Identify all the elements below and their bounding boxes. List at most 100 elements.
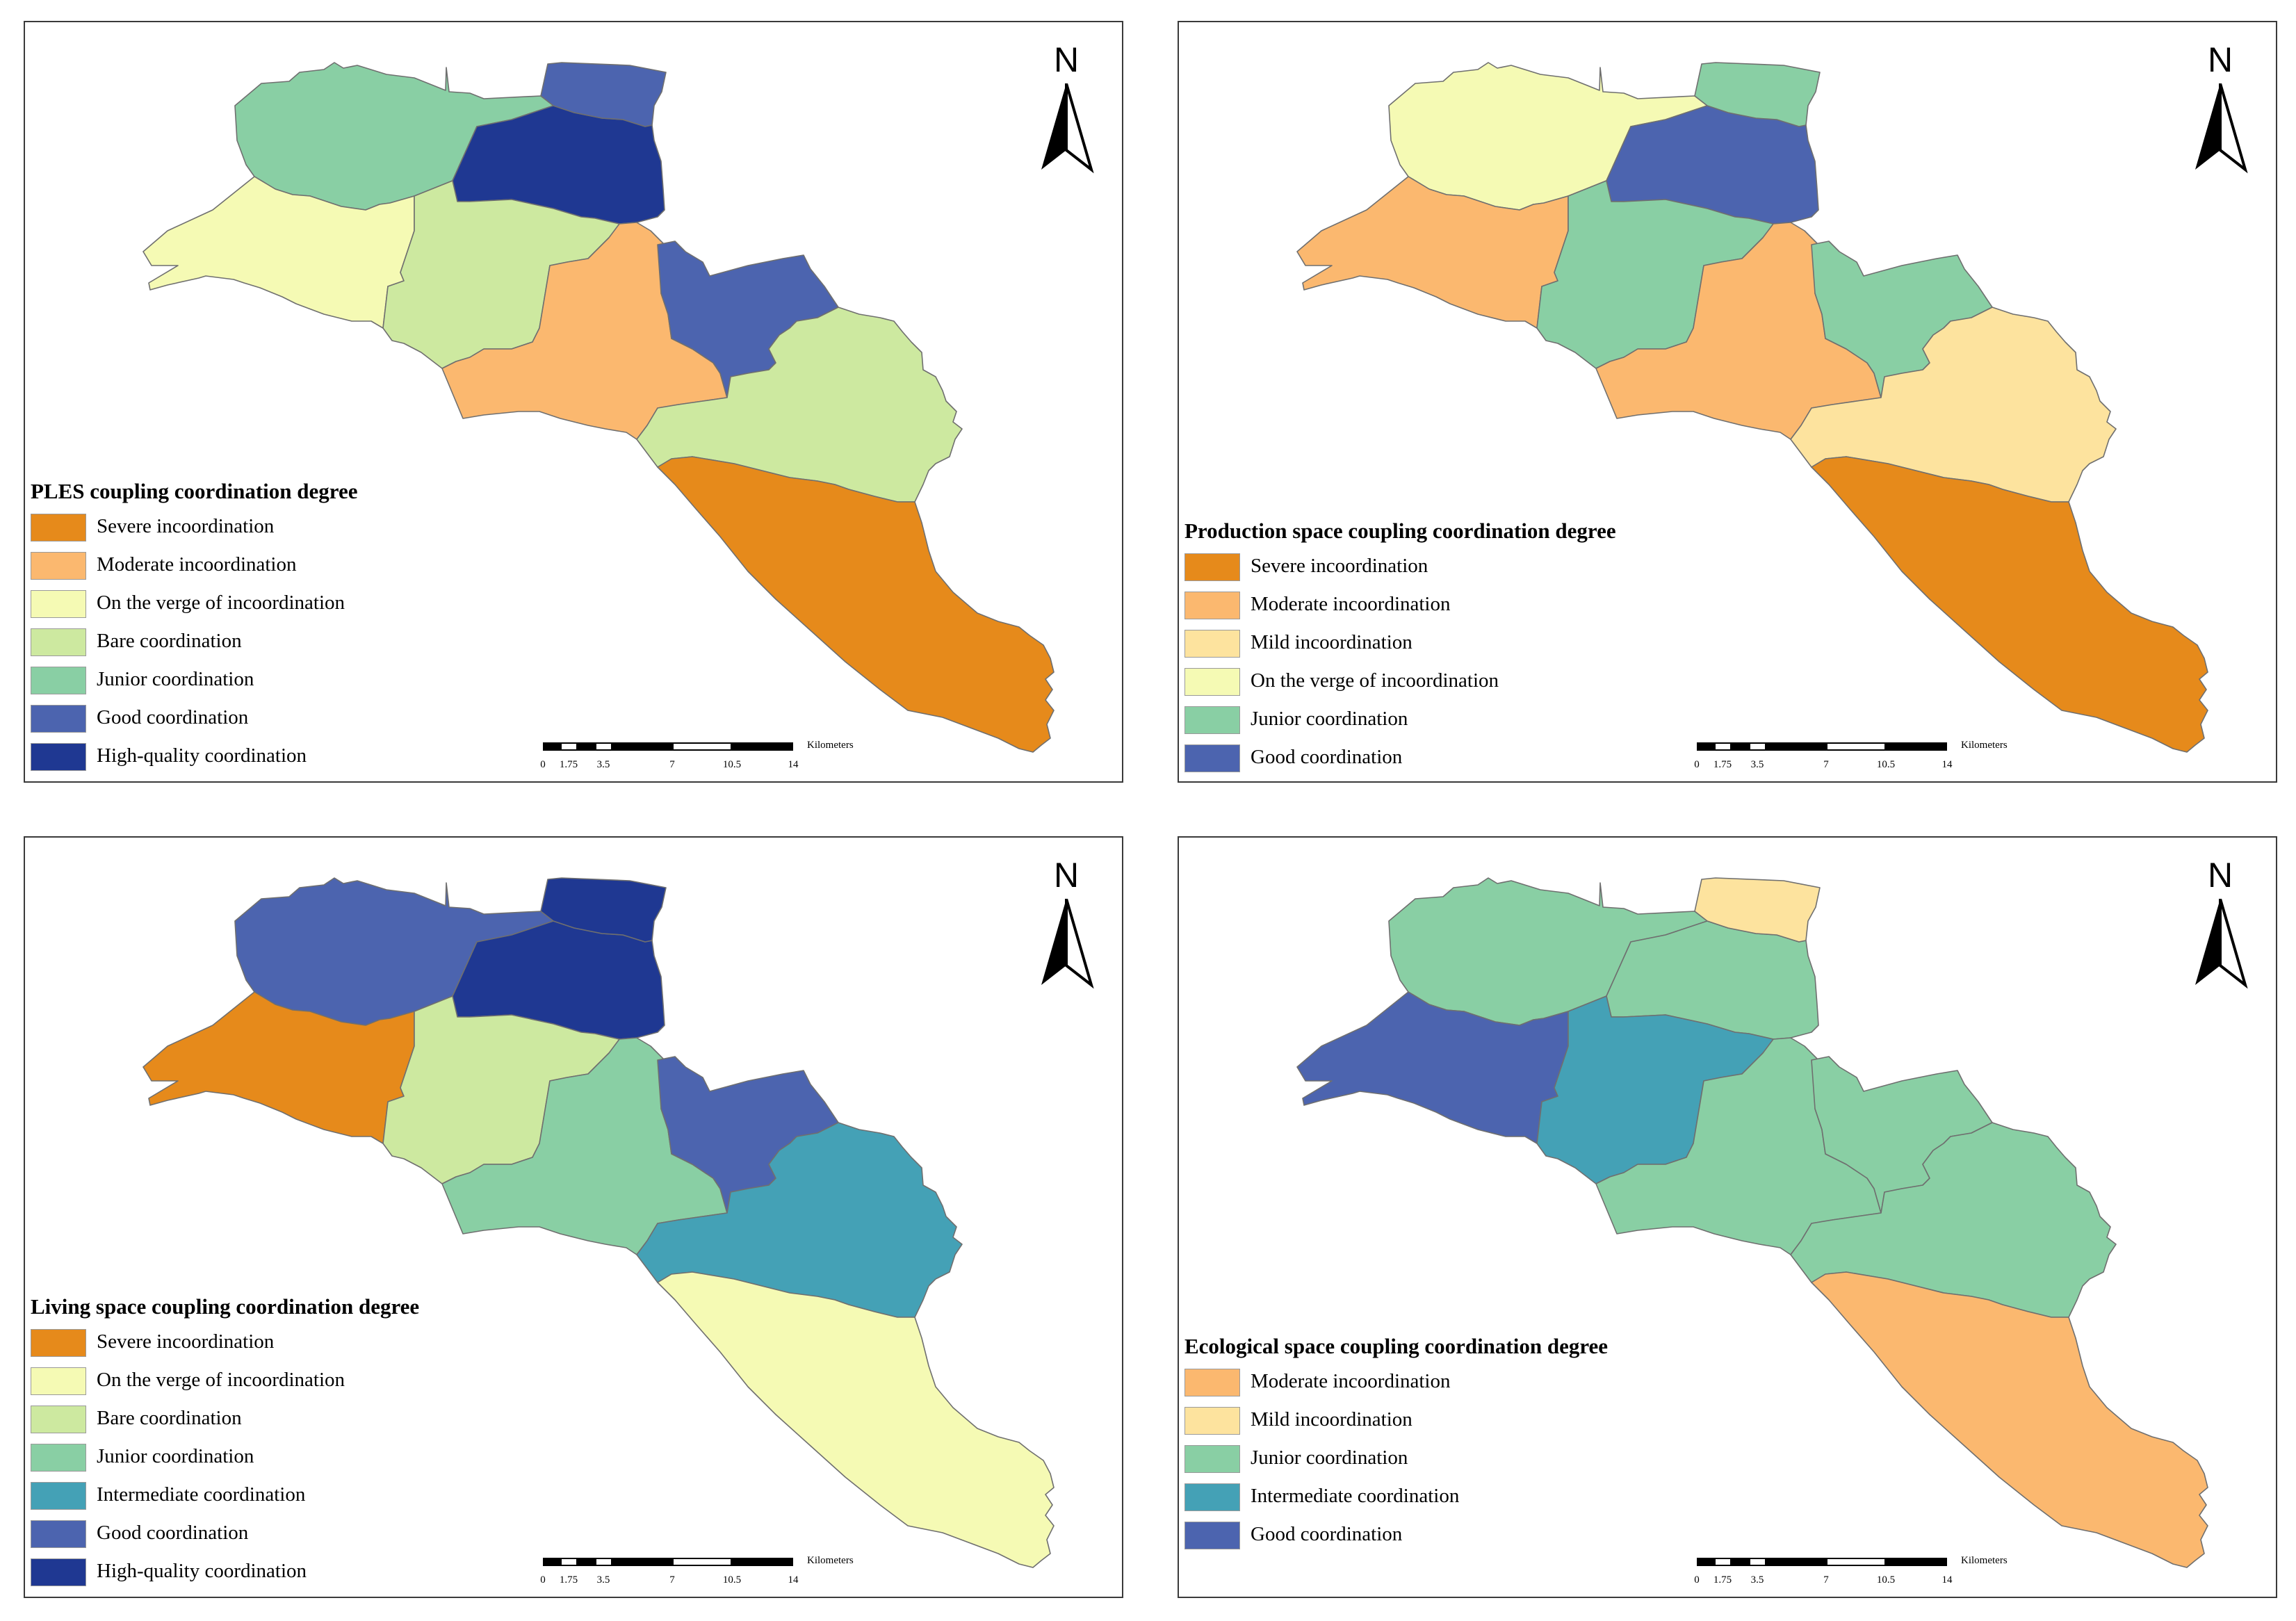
scale-tick-label: 3.5 (1750, 1574, 1764, 1586)
region-south-east (1811, 1271, 2208, 1568)
legend-label: Good coordination (97, 1522, 249, 1544)
legend-swatch (31, 705, 86, 733)
scale-bar-segment (1749, 742, 1766, 751)
scale-tick-label: 3.5 (596, 759, 610, 770)
legend-item: Moderate incoordination (1184, 583, 1616, 621)
scale-bar-segment (1826, 742, 1886, 751)
scale-unit-label: Kilometers (807, 1555, 854, 1566)
legend-item: Severe incoordination (1184, 545, 1616, 583)
scale-tick-label: 14 (788, 759, 799, 770)
legend-swatch (31, 1482, 86, 1510)
legend-item: Good coordination (31, 1512, 419, 1550)
scale-tick-label: 7 (1823, 1574, 1829, 1586)
north-label: N (2207, 40, 2233, 79)
legend-swatch (31, 552, 86, 580)
legend-swatch (1184, 706, 1240, 734)
legend-item: Bare coordination (31, 620, 358, 658)
scale-tick-label: 0 (1694, 1574, 1700, 1586)
legend-label: Severe incoordination (1251, 555, 1428, 577)
region-south-east (657, 1271, 1055, 1568)
map-panel-ples: N PLES coupling coordination degree Severe… (24, 21, 1123, 783)
legend-item: On the verge of incoordination (1184, 660, 1616, 698)
legend-swatch (31, 1329, 86, 1357)
scale-bar-segment (543, 1558, 560, 1566)
legend-label: Severe incoordination (97, 1330, 275, 1353)
legend-label: On the verge of incoordination (1251, 669, 1499, 692)
scale-tick-label: 7 (669, 1574, 675, 1586)
scale-tick-label: 10.5 (722, 1574, 742, 1586)
scale-tick-label: 7 (669, 759, 675, 770)
scale-tick-label: 14 (788, 1574, 799, 1586)
region-north-east (540, 877, 667, 943)
legend-swatch (31, 1520, 86, 1548)
legend-label: Junior coordination (97, 668, 254, 690)
legend-swatch (31, 1558, 86, 1586)
scale-bar-segment (1886, 742, 1947, 751)
legend-title: Living space coupling coordination degre… (31, 1294, 420, 1319)
legend-item: Mild incoordination (1184, 1399, 1608, 1437)
map-panel-production: N Production space coupling coordination … (1178, 21, 2277, 783)
scale-bar-segment (612, 1558, 672, 1566)
legend-item: Intermediate coordination (1184, 1475, 1608, 1513)
scale-tick-label: 1.75 (559, 759, 578, 770)
legend-item: Good coordination (1184, 1513, 1608, 1551)
north-arrow-icon: N (2192, 856, 2248, 1009)
choropleth-map (143, 877, 1055, 1568)
legend-title: Ecological space coupling coordination d… (1184, 1334, 1609, 1358)
legend-item: Moderate incoordination (1184, 1360, 1608, 1399)
legend-label: Junior coordination (1251, 708, 1408, 730)
legend-swatch (1184, 553, 1240, 581)
choropleth-map (143, 62, 1055, 753)
legend-item: Severe incoordination (31, 505, 358, 544)
choropleth-map (1296, 62, 2208, 753)
scale-bar-segment (595, 742, 612, 751)
legend-item: Severe incoordination (31, 1321, 419, 1359)
legend-swatch (31, 743, 86, 771)
region-north-east (540, 62, 667, 127)
legend-label: Severe incoordination (97, 515, 275, 537)
map-panel-living: N Living space coupling coordination degr… (24, 836, 1123, 1598)
scale-bar-segment (595, 1558, 612, 1566)
scale-tick-label: 3.5 (596, 1574, 610, 1586)
scale-bar-segment (732, 1558, 793, 1566)
scale-bar-segment (1714, 742, 1732, 751)
map-legend: Ecological space coupling coordination d… (1184, 1333, 1608, 1551)
scale-tick-label: 1.75 (559, 1574, 578, 1586)
north-arrow-icon: N (1039, 856, 1094, 1009)
region-south-east (1811, 456, 2208, 753)
scale-bar-segment (560, 1558, 578, 1566)
legend-label: Mild incoordination (1251, 631, 1412, 653)
legend-item: Good coordination (1184, 736, 1616, 774)
scale-bar-segment (1749, 1558, 1766, 1566)
north-label: N (1053, 40, 1080, 79)
legend-label: Moderate incoordination (97, 553, 297, 576)
legend-swatch (31, 590, 86, 618)
legend-swatch (1184, 1483, 1240, 1511)
scale-bar-segment (672, 1558, 732, 1566)
legend-label: Mild incoordination (1251, 1408, 1412, 1431)
legend-title: PLES coupling coordination degree (31, 479, 358, 503)
scale-bar: 0 1.75 3.5 7 10.5 14 Kilometers (1694, 1555, 2044, 1593)
scale-tick-label: 3.5 (1750, 759, 1764, 770)
scale-bar-segment (1732, 742, 1749, 751)
legend-label: Junior coordination (1251, 1447, 1408, 1469)
scale-bar-segment (1886, 1558, 1947, 1566)
legend-item: Mild incoordination (1184, 621, 1616, 660)
legend-swatch (1184, 668, 1240, 696)
legend-swatch (1184, 744, 1240, 772)
scale-tick-label: 10.5 (1876, 1574, 1896, 1586)
legend-item: Junior coordination (31, 1435, 419, 1474)
legend-item: On the verge of incoordination (31, 1359, 419, 1397)
scale-tick-label: 14 (1941, 1574, 1953, 1586)
scale-tick-label: 0 (1694, 759, 1700, 770)
legend-label: Intermediate coordination (1251, 1485, 1460, 1507)
region-north-east (1694, 62, 1821, 127)
scale-unit-label: Kilometers (1961, 740, 2008, 751)
legend-label: High-quality coordination (97, 744, 307, 767)
scale-bar-segment (1766, 742, 1826, 751)
legend-swatch (31, 1406, 86, 1433)
scale-bar: 0 1.75 3.5 7 10.5 14 Kilometers (540, 740, 890, 777)
region-south-east (657, 456, 1055, 753)
legend-item: Junior coordination (31, 658, 358, 697)
legend-item: Bare coordination (31, 1397, 419, 1435)
